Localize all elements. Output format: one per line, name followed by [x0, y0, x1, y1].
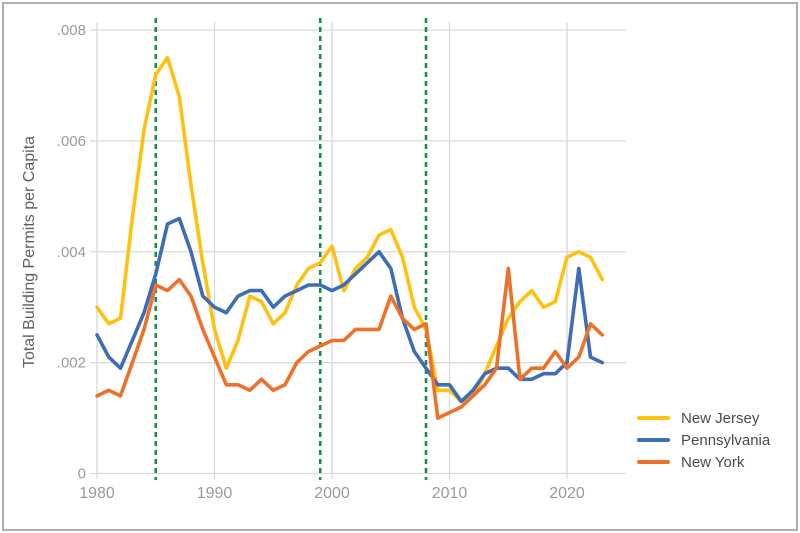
y-gridlines: 0 .002 .004 .006 .008 [57, 22, 626, 483]
series-line-new-jersey [95, 55, 605, 404]
legend-item-new-jersey: New Jersey [637, 407, 770, 429]
x-tick-label: 1990 [197, 485, 233, 502]
y-tick-label: .008 [57, 22, 86, 39]
y-tick-label: .006 [57, 133, 86, 150]
legend-label: Pennsylvania [681, 431, 771, 449]
x-gridlines: 1980 1990 2000 2010 2020 [79, 22, 585, 502]
legend-item-pennsylvania: Pennsylvania [637, 429, 770, 451]
series-lines [95, 55, 605, 420]
legend: New Jersey Pennsylvania New York [637, 407, 770, 473]
y-tick-label: 0 [78, 466, 86, 483]
legend-swatch [637, 460, 670, 464]
y-tick-label: .002 [57, 355, 86, 372]
x-tick-label: 1980 [79, 485, 115, 502]
y-axis-title: Total Building Permits per Capita [21, 135, 38, 369]
x-tick-label: 2000 [314, 485, 350, 502]
legend-label: New Jersey [681, 409, 760, 427]
legend-swatch [637, 416, 670, 420]
series-line-new-york [95, 266, 605, 420]
x-tick-label: 2010 [432, 485, 468, 502]
legend-label: New York [681, 453, 745, 471]
legend-item-new-york: New York [637, 451, 770, 473]
x-tick-label: 2020 [549, 485, 585, 502]
y-tick-label: .004 [57, 244, 86, 261]
legend-swatch [637, 438, 670, 442]
reference-lines [154, 18, 428, 480]
